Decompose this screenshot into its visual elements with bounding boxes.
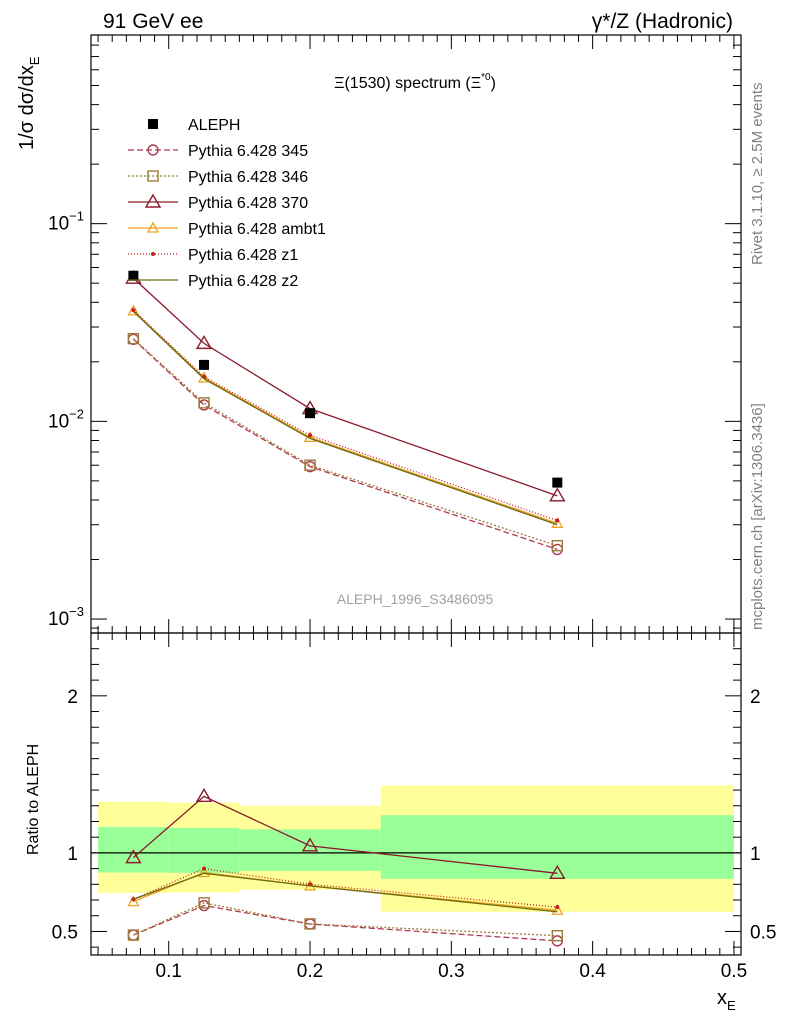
legend-entry: Pythia 6.428 345 — [128, 143, 308, 160]
main-series-line — [132, 338, 558, 551]
main-series-point — [195, 334, 213, 350]
x-tick-label: 0.4 — [579, 961, 606, 982]
ratio-y-tick-label: 2 — [67, 687, 78, 708]
main-series — [125, 269, 566, 502]
main-series-point — [551, 516, 564, 528]
main-series-point — [551, 539, 564, 552]
main-series-line — [132, 310, 558, 524]
legend-marker — [144, 193, 162, 208]
x-axis-label: xE — [717, 987, 736, 1013]
main-series-line — [132, 338, 558, 547]
ratio-series — [127, 897, 564, 942]
x-tick-label: 0.3 — [438, 961, 464, 982]
x-tick-label: 0.1 — [156, 961, 182, 982]
analysis-watermark: ALEPH_1996_S3486095 — [337, 591, 494, 607]
main-y-axis-label: 1/σ dσ/dxE — [16, 56, 42, 150]
ratio-series-line — [132, 795, 558, 874]
aleph-data-point — [552, 477, 563, 488]
legend-entry: ALEPH — [148, 117, 240, 134]
aleph-data-point — [128, 270, 139, 281]
ratio-series-point — [195, 787, 213, 803]
ratio-band-inner — [168, 827, 240, 873]
main-series-line — [132, 309, 558, 522]
legend-label: Pythia 6.428 370 — [188, 195, 308, 212]
x-tick-label: 0.5 — [721, 961, 747, 982]
legend-entry: Pythia 6.428 z2 — [128, 273, 298, 290]
ratio-series-point — [198, 897, 210, 909]
ratio-series — [125, 787, 566, 880]
ratio-series-point — [125, 849, 142, 864]
ratio-y-tick-label-right: 1 — [750, 844, 761, 865]
main-series — [127, 332, 564, 552]
legend-label: ALEPH — [188, 117, 240, 134]
ratio-y-tick-label: 0.5 — [52, 922, 78, 943]
ratio-series-point — [197, 866, 211, 878]
legend-label: Pythia 6.428 z1 — [188, 247, 298, 264]
main-series-point — [198, 397, 210, 409]
legend-marker — [148, 119, 158, 129]
legend-marker — [147, 144, 159, 156]
header-left: 91 GeV ee — [103, 10, 203, 33]
rivet-label: Rivet 3.1.10, ≥ 2.5M events — [749, 83, 766, 266]
main-series-line — [132, 277, 558, 497]
legend: ALEPH Pythia 6.428 345 Pythia 6.428 346 Pyt… — [128, 117, 326, 290]
main-series — [127, 304, 564, 528]
legend-marker — [147, 170, 159, 182]
main-series-point — [304, 459, 316, 471]
main-series — [131, 308, 560, 523]
main-y-tick-label: 10−2 — [48, 406, 84, 432]
main-series — [132, 310, 558, 526]
uncertainty-bands — [98, 785, 734, 912]
x-tick-label: 0.2 — [297, 961, 323, 982]
ratio-y-tick-label-right: 2 — [750, 687, 761, 708]
ratio-series-point — [304, 918, 316, 930]
ratio-series-point — [301, 837, 319, 852]
legend-entry: Pythia 6.428 ambt1 — [128, 221, 326, 238]
main-y-tick-label: 10−1 — [48, 209, 84, 235]
aleph-data-point — [305, 408, 316, 419]
main-series-point — [549, 487, 566, 502]
ratio-band-inner — [380, 815, 734, 879]
ratio-y-axis-label: Ratio to ALEPH — [25, 744, 42, 855]
ratio-series-line — [133, 902, 558, 937]
ratio-plot-frame — [90, 632, 742, 956]
legend-entry: Pythia 6.428 346 — [128, 169, 308, 186]
main-series-point — [127, 304, 140, 316]
main-series-point — [127, 332, 140, 345]
legend-label: Pythia 6.428 345 — [188, 143, 308, 160]
main-panel: 10−3 10−2 10−1 — [48, 34, 742, 634]
main-series-point — [308, 433, 313, 438]
legend-marker — [151, 252, 155, 256]
ratio-series-point — [551, 903, 564, 915]
main-series-point — [555, 518, 560, 523]
ratio-series-line — [133, 904, 558, 942]
ratio-series-point — [549, 864, 566, 880]
legend-marker — [146, 221, 160, 233]
legend-entry: Pythia 6.428 z1 — [128, 247, 298, 264]
ratio-panel: 0.5 0.51 12 20.1 0.2 0.3 0.4 0.5 — [52, 632, 776, 982]
main-chart-title: Ξ(1530) spectrum (Ξ*0) — [334, 72, 496, 92]
main-series-point — [131, 308, 136, 313]
ratio-series-point — [202, 866, 207, 871]
aleph-data-point — [199, 359, 210, 370]
ratio-series-point — [555, 905, 560, 910]
legend-label: Pythia 6.428 ambt1 — [188, 221, 326, 238]
legend-label: Pythia 6.428 346 — [188, 169, 308, 186]
main-series-line — [132, 310, 558, 526]
main-y-tick-label: 10−3 — [48, 604, 84, 630]
ratio-series-line — [133, 872, 558, 913]
legend-entry: Pythia 6.428 370 — [128, 193, 308, 212]
legend-label: Pythia 6.428 z2 — [188, 273, 298, 290]
ratio-y-tick-label: 1 — [67, 844, 78, 865]
ratio-series-point — [127, 929, 140, 941]
header-right: γ*/Z (Hadronic) — [592, 10, 733, 33]
ratio-y-tick-label-right: 0.5 — [750, 922, 776, 943]
mcplots-label: mcplots.cern.ch [arXiv:1306.3436] — [749, 403, 766, 630]
ratio-series-point — [127, 895, 140, 907]
ratio-series — [133, 872, 558, 913]
ratio-series-point — [551, 929, 564, 942]
